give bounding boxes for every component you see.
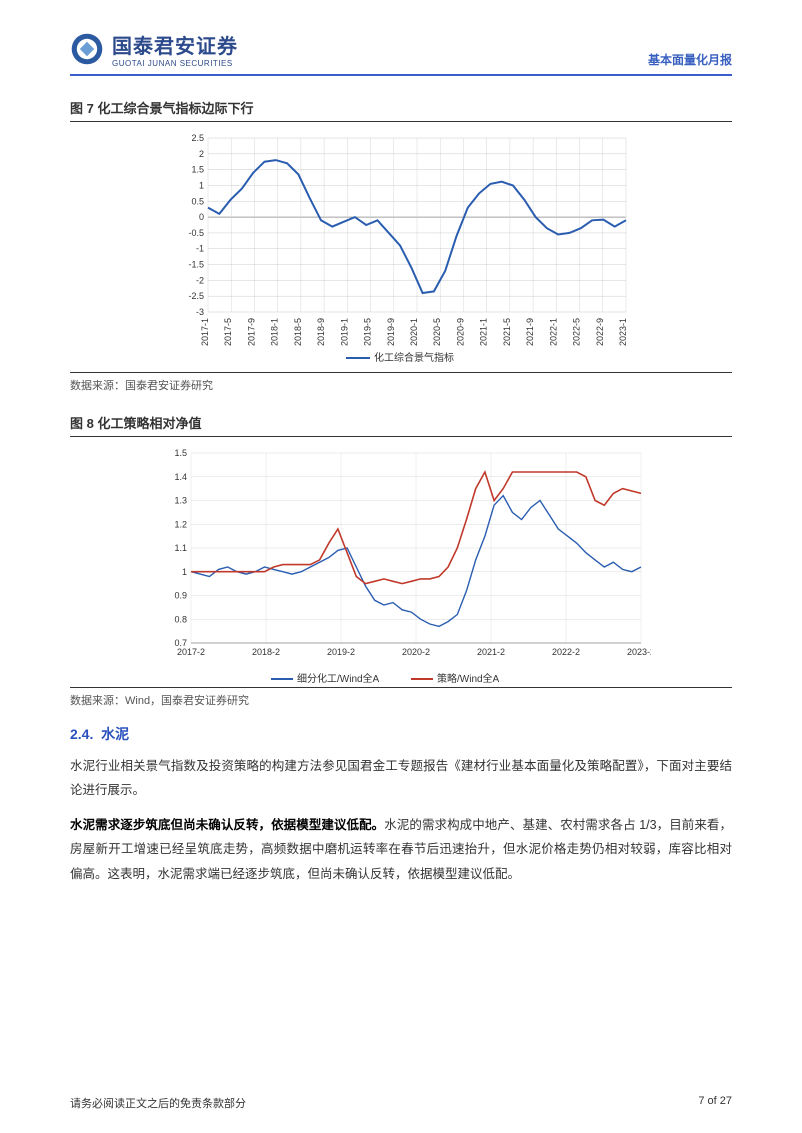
figure7-title: 图 7 化工综合景气指标边际下行 — [70, 94, 732, 122]
svg-text:2021-5: 2021-5 — [502, 318, 512, 346]
section-title: 水泥 — [101, 726, 129, 742]
svg-text:-2.5: -2.5 — [188, 291, 204, 301]
paragraph-1: 水泥行业相关景气指数及投资策略的构建方法参见国君金工专题报告《建材行业基本面量化… — [70, 754, 732, 803]
svg-text:1.2: 1.2 — [174, 519, 187, 529]
svg-text:2022-5: 2022-5 — [572, 318, 582, 346]
figure7-source: 数据来源：国泰君安证券研究 — [70, 377, 732, 393]
svg-text:1.5: 1.5 — [191, 165, 204, 175]
figure8-svg: 0.70.80.911.11.21.31.41.52017-22018-2201… — [151, 445, 651, 685]
svg-text:-0.5: -0.5 — [188, 228, 204, 238]
svg-text:1.4: 1.4 — [174, 472, 187, 482]
page-footer: 请务必阅读正文之后的免责条款部分 7 of 27 — [70, 1095, 732, 1111]
svg-text:0: 0 — [199, 212, 204, 222]
svg-text:2017-9: 2017-9 — [246, 318, 256, 346]
svg-text:2020-5: 2020-5 — [432, 318, 442, 346]
svg-text:0.8: 0.8 — [174, 614, 187, 624]
svg-text:2022-2: 2022-2 — [552, 647, 580, 657]
section-number: 2.4. — [70, 726, 93, 742]
svg-text:2018-5: 2018-5 — [293, 318, 303, 346]
svg-text:2021-9: 2021-9 — [525, 318, 535, 346]
svg-text:2022-9: 2022-9 — [595, 318, 605, 346]
paragraph-2-lead: 水泥需求逐步筑底但尚未确认反转，依据模型建议低配。 — [70, 818, 384, 832]
svg-text:2017-2: 2017-2 — [177, 647, 205, 657]
svg-text:2017-1: 2017-1 — [200, 318, 210, 346]
footer-page-number: 7 of 27 — [698, 1095, 732, 1111]
company-logo-block: 国泰君安证券 GUOTAI JUNAN SECURITIES — [70, 30, 238, 68]
svg-text:-2: -2 — [196, 275, 204, 285]
report-type-label: 基本面量化月报 — [648, 51, 732, 68]
svg-text:2022-1: 2022-1 — [548, 318, 558, 346]
svg-text:1: 1 — [199, 180, 204, 190]
svg-text:策略/Wind全A: 策略/Wind全A — [437, 672, 500, 685]
svg-text:1: 1 — [182, 567, 187, 577]
svg-text:2: 2 — [199, 149, 204, 159]
svg-text:2018-9: 2018-9 — [316, 318, 326, 346]
svg-text:-1: -1 — [196, 244, 204, 254]
svg-text:2019-5: 2019-5 — [363, 318, 373, 346]
svg-text:2019-1: 2019-1 — [339, 318, 349, 346]
svg-text:2019-2: 2019-2 — [327, 647, 355, 657]
svg-text:-1.5: -1.5 — [188, 260, 204, 270]
svg-text:2020-1: 2020-1 — [409, 318, 419, 346]
company-name-cn: 国泰君安证券 — [112, 30, 238, 59]
svg-text:2.5: 2.5 — [191, 133, 204, 143]
footer-disclaimer: 请务必阅读正文之后的免责条款部分 — [70, 1095, 246, 1111]
svg-text:0.5: 0.5 — [191, 196, 204, 206]
svg-text:2021-2: 2021-2 — [477, 647, 505, 657]
svg-text:2020-9: 2020-9 — [455, 318, 465, 346]
svg-text:2017-5: 2017-5 — [223, 318, 233, 346]
page-header: 国泰君安证券 GUOTAI JUNAN SECURITIES 基本面量化月报 — [70, 30, 732, 76]
svg-text:-3: -3 — [196, 307, 204, 317]
paragraph-2: 水泥需求逐步筑底但尚未确认反转，依据模型建议低配。水泥的需求构成中地产、基建、农… — [70, 813, 732, 886]
figure7-svg: -3 -2.5 -2 -1.5 -1 -0.5 0 0.5 1 1.5 2 2.5 2017-1 2017… — [166, 130, 636, 370]
figure8-chart: 0.70.80.911.11.21.31.41.52017-22018-2201… — [70, 439, 732, 688]
company-logo-icon — [70, 32, 104, 66]
svg-text:化工综合景气指标: 化工综合景气指标 — [374, 351, 454, 364]
figure8-title: 图 8 化工策略相对净值 — [70, 409, 732, 437]
section-heading: 2.4. 水泥 — [70, 724, 732, 744]
svg-text:1.1: 1.1 — [174, 543, 187, 553]
figure8-source: 数据来源：Wind，国泰君安证券研究 — [70, 692, 732, 708]
svg-text:细分化工/Wind全A: 细分化工/Wind全A — [297, 672, 380, 685]
svg-text:2020-2: 2020-2 — [402, 647, 430, 657]
svg-text:2021-1: 2021-1 — [479, 318, 489, 346]
svg-text:1.5: 1.5 — [174, 448, 187, 458]
svg-text:2019-9: 2019-9 — [386, 318, 396, 346]
figure7-chart: -3 -2.5 -2 -1.5 -1 -0.5 0 0.5 1 1.5 2 2.5 2017-1 2017… — [70, 124, 732, 373]
svg-text:0.9: 0.9 — [174, 591, 187, 601]
svg-text:2023-2: 2023-2 — [627, 647, 651, 657]
svg-text:1.3: 1.3 — [174, 496, 187, 506]
company-name-en: GUOTAI JUNAN SECURITIES — [112, 59, 238, 68]
svg-text:2018-1: 2018-1 — [270, 318, 280, 346]
svg-text:2023-1: 2023-1 — [618, 318, 628, 346]
svg-text:2018-2: 2018-2 — [252, 647, 280, 657]
